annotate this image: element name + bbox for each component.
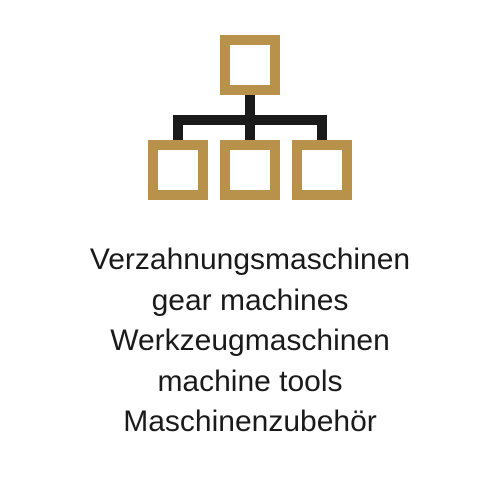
text-line-1: Verzahnungsmaschinen bbox=[90, 240, 410, 281]
category-text-block: Verzahnungsmaschinen gear machines Werkz… bbox=[90, 240, 410, 443]
text-line-5: Maschinenzubehör bbox=[90, 402, 410, 443]
hierarchy-icon bbox=[123, 30, 377, 210]
text-line-4: machine tools bbox=[90, 362, 410, 403]
text-line-3: Werkzeugmaschinen bbox=[90, 321, 410, 362]
text-line-2: gear machines bbox=[90, 281, 410, 322]
